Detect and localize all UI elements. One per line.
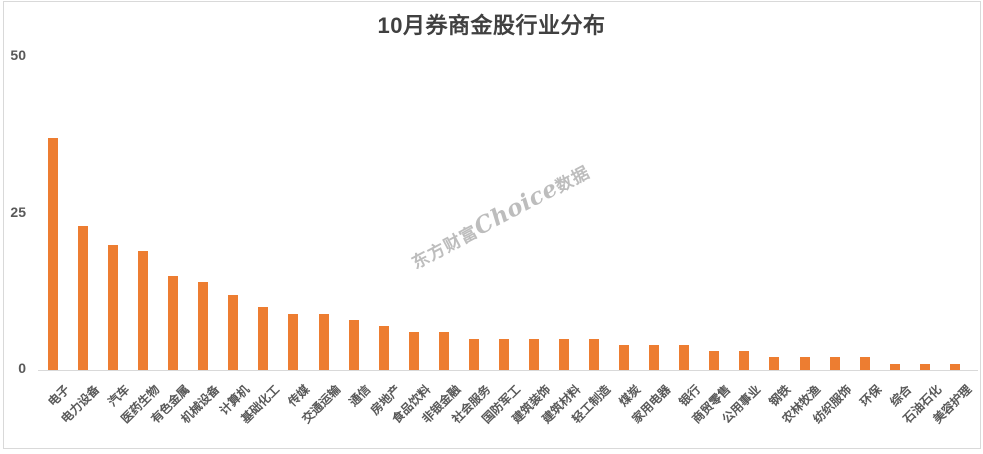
bar-医药生物 [138,251,149,370]
bar-家用电器 [649,345,660,370]
bar-建筑装饰 [528,339,539,370]
bar-社会服务 [468,339,479,370]
bar-轻工制造 [589,339,600,370]
bar-房地产 [378,326,389,370]
bar-非银金融 [438,332,449,370]
plot-area [38,58,978,371]
y-tick-label-0: 0 [18,360,26,376]
bar-电力设备 [78,226,89,370]
chart-frame [3,1,981,449]
bar-电子 [48,138,58,370]
bar-交通运输 [318,314,329,370]
bar-建筑材料 [559,339,570,370]
y-tick-label-50: 50 [10,47,26,63]
bar-综合 [889,364,900,370]
bar-纺织服饰 [829,357,840,370]
bar-煤炭 [619,345,630,370]
bar-石油石化 [919,364,930,370]
bar-机械设备 [198,282,209,370]
bar-有色金属 [168,276,179,370]
bar-汽车 [108,245,119,370]
bar-基础化工 [258,307,269,370]
y-tick-label-25: 25 [10,203,26,220]
bar-公用事业 [739,351,750,370]
bar-农林牧渔 [799,357,810,370]
bar-美容护理 [949,364,960,370]
bar-食品饮料 [408,332,419,370]
bar-商贸零售 [709,351,720,370]
chart-title: 10月券商金股行业分布 [377,13,606,38]
bar-国防军工 [498,339,509,370]
bar-计算机 [228,295,239,370]
bar-银行 [679,345,690,370]
bar-环保 [859,357,870,370]
bar-传媒 [288,314,299,370]
bar-通信 [348,320,359,370]
bar-钢铁 [769,357,780,370]
